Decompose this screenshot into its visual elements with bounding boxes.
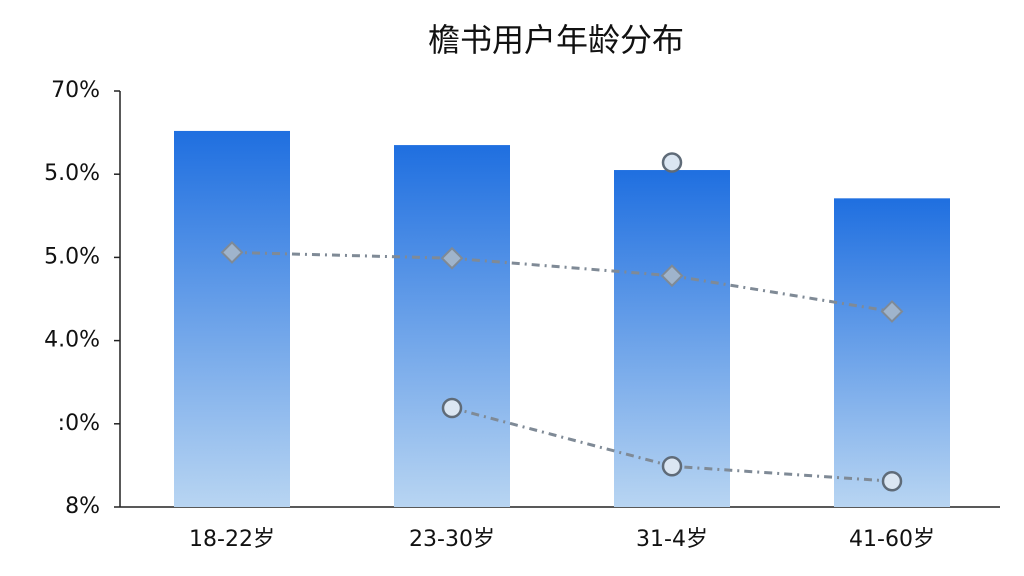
bar: [834, 198, 950, 507]
marker: [441, 397, 463, 419]
chart-title: 檐书用户年龄分布: [428, 21, 684, 59]
y-tick-label: 8%: [65, 494, 100, 519]
marker: [880, 300, 904, 323]
bar: [174, 130, 290, 507]
x-tick-label: 23-30岁: [409, 527, 495, 552]
x-tick-label: 18-22岁: [189, 527, 275, 552]
marker: [881, 470, 903, 492]
bar: [394, 145, 510, 507]
line: [231, 250, 893, 313]
y-tick-label: 5.0%: [44, 161, 100, 186]
marker: [661, 455, 683, 477]
y-tick-label: :0%: [58, 411, 100, 436]
x-tick-label: 41-60岁: [849, 527, 935, 552]
x-tick-label: 31-4岁: [636, 527, 708, 552]
marker: [220, 240, 244, 264]
y-tick-label: 5.0%: [44, 244, 100, 269]
y-tick-label: 70%: [51, 78, 100, 103]
bar: [614, 170, 730, 508]
y-tick-label: 4.0%: [44, 328, 100, 353]
marker: [660, 264, 684, 288]
marker: [440, 246, 464, 270]
marker: [661, 152, 683, 173]
